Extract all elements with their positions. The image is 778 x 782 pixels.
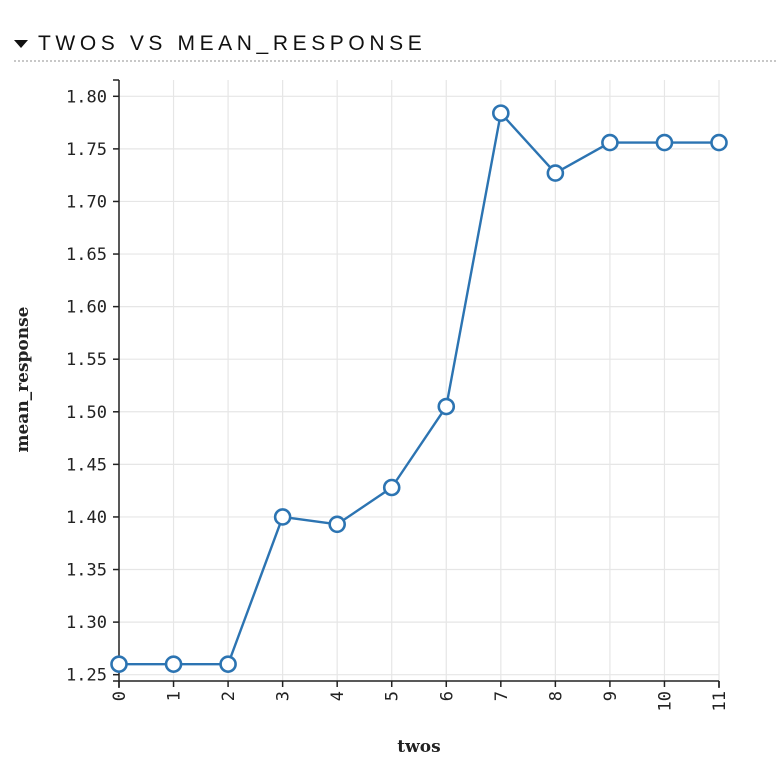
y-tick-label: 1.65 bbox=[66, 245, 107, 265]
y-tick-label: 1.45 bbox=[66, 455, 107, 475]
data-point-marker bbox=[273, 508, 292, 526]
y-axis-title: mean_response bbox=[13, 306, 33, 452]
chart-title: TWOS VS MEAN_RESPONSE bbox=[38, 32, 427, 55]
x-tick-label: 1 bbox=[165, 691, 185, 701]
data-point-marker bbox=[601, 133, 619, 152]
data-point-marker bbox=[546, 164, 565, 182]
data-point-marker bbox=[710, 133, 728, 152]
data-point-marker bbox=[437, 397, 456, 416]
data-point-marker bbox=[382, 478, 401, 497]
x-tick-label: 4 bbox=[328, 691, 348, 701]
collapse-caret-icon[interactable] bbox=[14, 40, 28, 48]
y-tick-label: 1.60 bbox=[66, 298, 107, 318]
x-tick-label: 9 bbox=[601, 691, 621, 701]
y-tick-label: 1.55 bbox=[66, 350, 107, 370]
data-point-marker bbox=[492, 104, 510, 122]
data-point-marker bbox=[328, 515, 346, 534]
x-tick-label: 0 bbox=[110, 691, 130, 701]
y-tick-label: 1.30 bbox=[66, 613, 107, 633]
x-tick-label: 3 bbox=[274, 691, 294, 701]
y-tick-label: 1.80 bbox=[66, 87, 107, 107]
data-point-marker bbox=[219, 655, 237, 673]
data-point-marker bbox=[655, 133, 674, 152]
series-line bbox=[119, 111, 719, 666]
x-tick-label: 11 bbox=[710, 691, 730, 711]
y-tick-label: 1.25 bbox=[66, 666, 107, 686]
y-tick-label: 1.70 bbox=[66, 192, 107, 212]
y-tick-label: 1.50 bbox=[66, 403, 107, 423]
y-tick-label: 1.40 bbox=[66, 508, 107, 528]
y-tick-label: 1.35 bbox=[66, 561, 107, 581]
x-tick-label: 2 bbox=[219, 691, 239, 701]
x-axis-title: twos bbox=[397, 737, 440, 757]
chart-header: TWOS VS MEAN_RESPONSE bbox=[14, 30, 776, 62]
data-point-marker bbox=[164, 655, 183, 673]
x-tick-label: 8 bbox=[546, 691, 566, 701]
data-point-marker bbox=[110, 655, 128, 673]
x-tick-label: 6 bbox=[437, 691, 457, 701]
x-tick-label: 7 bbox=[492, 691, 512, 701]
x-tick-label: 5 bbox=[383, 691, 403, 701]
x-tick-label: 10 bbox=[655, 691, 675, 711]
y-tick-label: 1.75 bbox=[66, 140, 107, 160]
